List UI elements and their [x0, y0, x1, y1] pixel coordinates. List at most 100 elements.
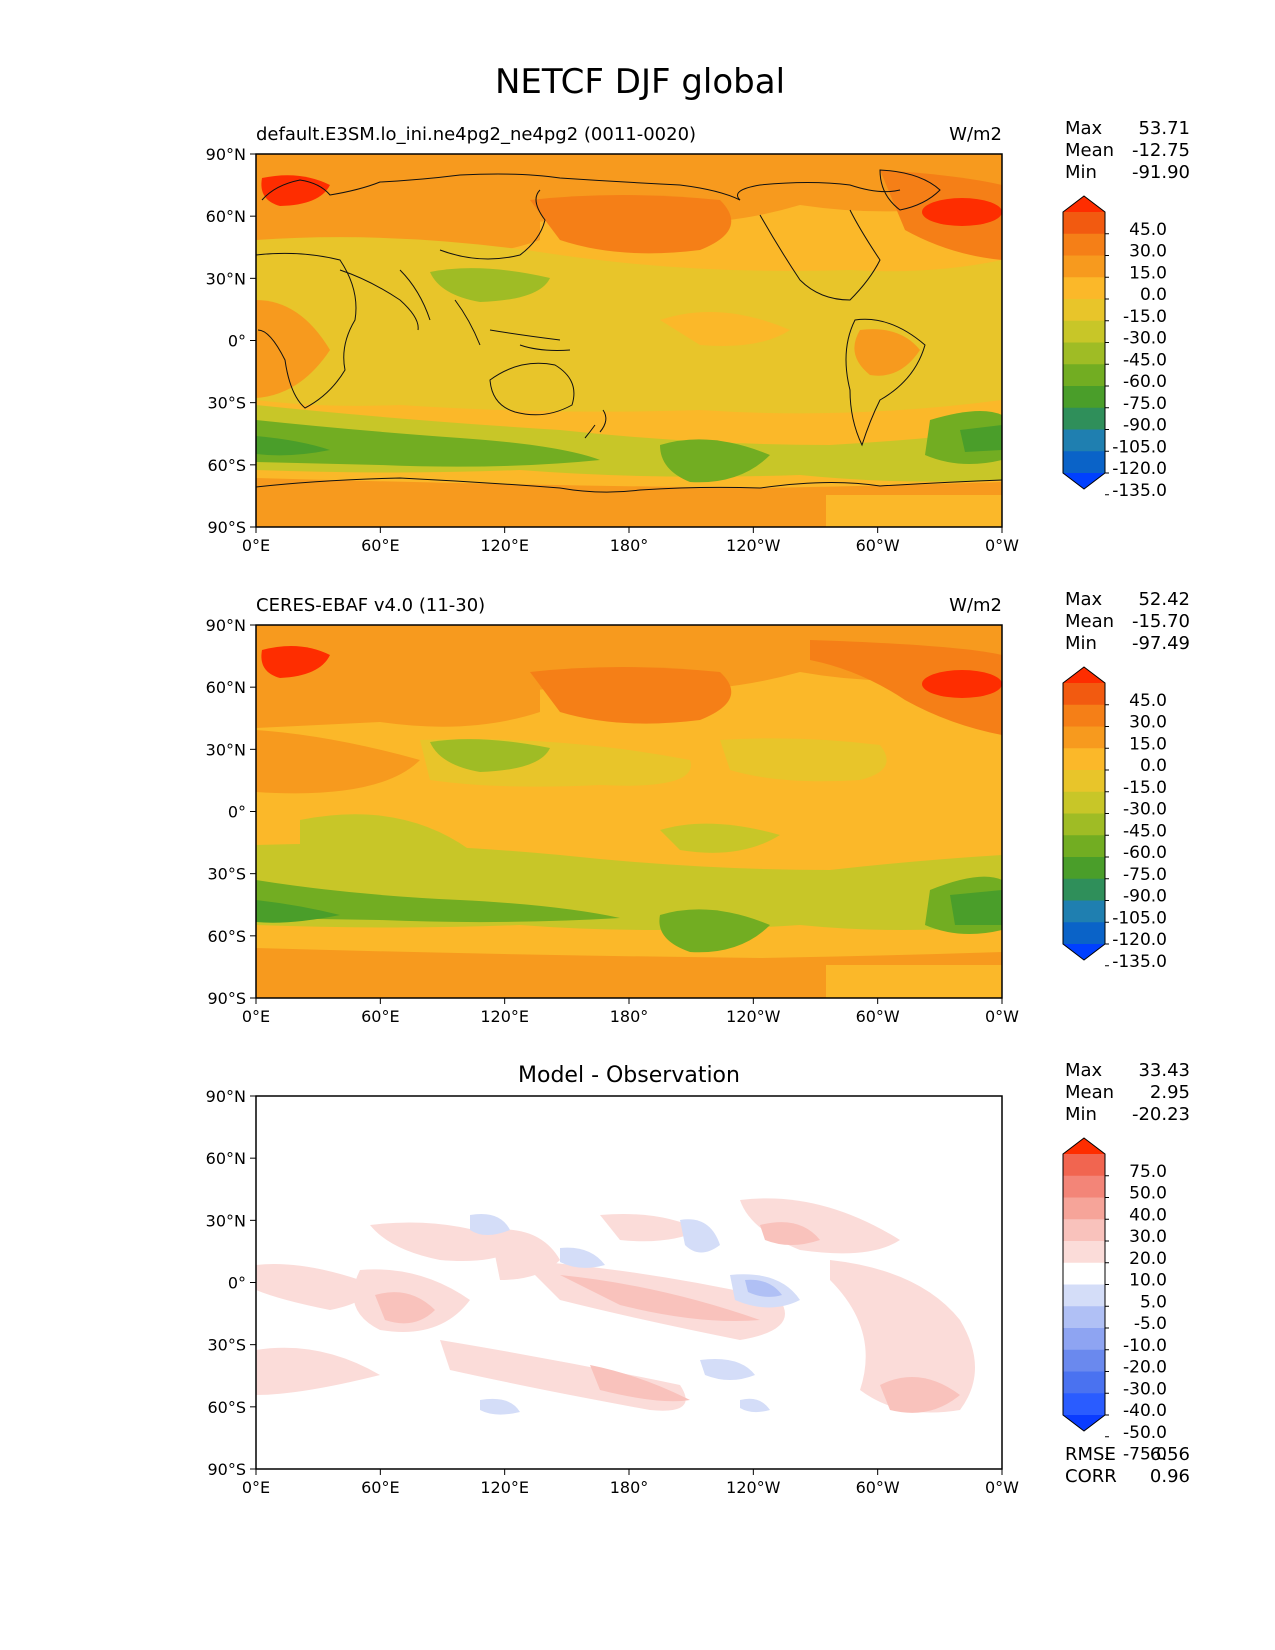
colorbar-tick-label: -90.0 [1123, 887, 1167, 907]
colorbar-tick-label: -75.0 [1123, 865, 1167, 885]
lon-tick-label: 60°W [856, 1478, 900, 1497]
lon-tick-label: 180° [610, 1007, 649, 1026]
colorbar-segment [1063, 1328, 1105, 1351]
lon-tick-label: 0°E [242, 536, 270, 555]
lon-tick-label: 180° [610, 536, 649, 555]
colorbar-segment [1063, 233, 1105, 256]
colorbar-tick-label: -15.0 [1123, 307, 1167, 327]
colorbar-tick-label: 40.0 [1129, 1205, 1167, 1225]
colorbar-segment [1063, 364, 1105, 387]
colorbar-tick-label: -135.0 [1112, 952, 1167, 972]
panel-model-label: default.E3SM.lo_ini.ne4pg2_ne4pg2 (0011-… [256, 124, 696, 145]
colorbar-segment [1063, 1393, 1105, 1416]
colorbar-tick-label: -60.0 [1123, 843, 1167, 863]
lat-tick-label: 30°S [207, 394, 246, 413]
stat-value: 53.71 [1138, 118, 1190, 139]
colorbar-segment [1063, 857, 1105, 880]
colorbar-tick-label: -75.0 [1123, 1445, 1167, 1465]
colorbar-tick-label: 15.0 [1129, 734, 1167, 754]
lat-tick-label: 30°S [207, 1336, 246, 1355]
colorbar-segment [1063, 451, 1105, 474]
stat-label: Max [1065, 118, 1103, 139]
colorbar-tick-label: -120.0 [1112, 459, 1167, 479]
stat-label: Min [1065, 633, 1097, 654]
panel-diff-map [256, 1096, 1002, 1469]
colorbar-segment [1063, 299, 1105, 322]
lat-tick-label: 90°N [206, 616, 246, 635]
colorbar-tick-label: -75.0 [1123, 394, 1167, 414]
colorbar-tick-label: 10.0 [1129, 1271, 1167, 1291]
colorbar-segment [1063, 342, 1105, 365]
colorbar-segment [1063, 726, 1105, 749]
stat-value: -97.49 [1132, 633, 1190, 654]
colorbar-tick-label: -30.0 [1123, 329, 1167, 349]
colorbar-tick-label: 30.0 [1129, 713, 1167, 733]
colorbar-segment [1063, 1371, 1105, 1394]
lat-tick-label: 0° [228, 803, 246, 822]
lat-tick-label: 60°S [207, 1398, 246, 1417]
lat-tick-label: 0° [228, 1274, 246, 1293]
colorbar-segment [1063, 407, 1105, 430]
stat-value: -91.90 [1132, 162, 1190, 183]
colorbar-segment [1063, 277, 1105, 300]
colorbar-segment [1063, 1349, 1105, 1372]
rmse-label: RMSE [1065, 1444, 1116, 1465]
colorbar-segment [1063, 1219, 1105, 1242]
lat-tick-label: 0° [228, 332, 246, 351]
lon-tick-label: 120°W [726, 536, 781, 555]
lat-tick-label: 60°N [206, 678, 246, 697]
stat-value: -15.70 [1132, 611, 1190, 632]
rmse-value: 6.56 [1150, 1444, 1190, 1465]
colorbar-tick-label: -60.0 [1123, 372, 1167, 392]
colorbar-tick-label: 5.0 [1140, 1292, 1167, 1312]
colorbar-tick-label: -105.0 [1112, 437, 1167, 457]
lat-tick-label: 30°N [206, 740, 246, 759]
figure-title: NETCF DJF global [495, 62, 785, 102]
colorbar-tick-label: -20.0 [1123, 1358, 1167, 1378]
colorbar-segment [1063, 922, 1105, 945]
stat-label: Mean [1065, 611, 1114, 632]
panel-obs-map [256, 625, 1002, 998]
colorbar-tick-label: -40.0 [1123, 1401, 1167, 1421]
colorbar-segment [1063, 1241, 1105, 1264]
lat-tick-label: 30°N [206, 1211, 246, 1230]
lat-tick-label: 60°N [206, 207, 246, 226]
stat-value: 52.42 [1138, 589, 1190, 610]
panel-diff: Model - Observation [255, 1063, 1003, 1470]
colorbar-extend-min [1063, 1415, 1105, 1431]
colorbar-extend-min [1063, 944, 1105, 960]
lon-tick-label: 60°E [361, 536, 399, 555]
colorbar-tick-label: 75.0 [1129, 1162, 1167, 1182]
colorbar-tick-label: 0.0 [1140, 285, 1167, 305]
colorbar-segment [1063, 683, 1105, 706]
panel-model-units: W/m2 [949, 124, 1002, 145]
lat-tick-label: 30°S [207, 865, 246, 884]
lon-tick-label: 120°W [726, 1478, 781, 1497]
lat-tick-label: 60°S [207, 927, 246, 946]
colorbar-tick-label: 15.0 [1129, 263, 1167, 283]
stat-label: Min [1065, 1104, 1097, 1125]
stat-label: Min [1065, 162, 1097, 183]
stat-label: Mean [1065, 1082, 1114, 1103]
lon-tick-label: 60°W [856, 536, 900, 555]
stat-label: Mean [1065, 140, 1114, 161]
stat-value: -20.23 [1132, 1104, 1190, 1125]
corr-label: CORR [1065, 1466, 1117, 1487]
lat-tick-label: 60°N [206, 1149, 246, 1168]
colorbar-tick-label: -45.0 [1123, 350, 1167, 370]
colorbar-segment [1063, 878, 1105, 901]
colorbar-segment [1063, 212, 1105, 235]
colorbar-extend-max [1063, 196, 1105, 212]
lat-tick-label: 90°N [206, 145, 246, 164]
lon-tick-label: 60°E [361, 1478, 399, 1497]
lon-tick-label: 180° [610, 1478, 649, 1497]
colorbar-segment [1063, 386, 1105, 409]
lon-tick-label: 120°E [480, 536, 529, 555]
colorbar-tick-label: -90.0 [1123, 416, 1167, 436]
lon-tick-label: 0°E [242, 1007, 270, 1026]
colorbar-tick-label: 50.0 [1129, 1184, 1167, 1204]
corr-value: 0.96 [1150, 1466, 1190, 1487]
lon-tick-label: 60°W [856, 1007, 900, 1026]
